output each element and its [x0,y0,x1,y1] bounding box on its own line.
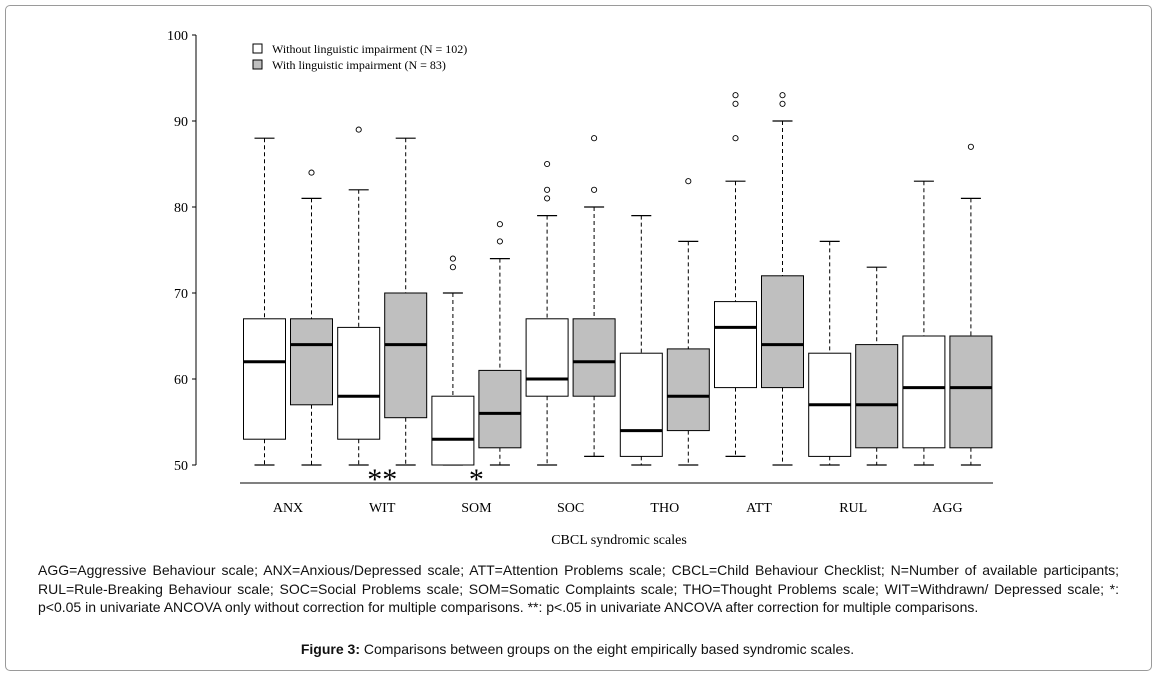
box-rul-series-1 [808,240,852,466]
iqr-box [855,344,899,449]
outlier-point [355,126,362,133]
box-som-series-2 [478,221,522,466]
outlier-point [591,186,598,193]
box-soc-series-1 [525,160,569,466]
x-tick-label: RUL [839,501,867,516]
box-att-series-1 [714,92,757,457]
iqr-box [714,301,757,389]
box-wit-series-2 [384,137,428,466]
box-anx-series-2 [290,169,333,466]
figure-caption-text: Comparisons between groups on the eight … [359,641,855,657]
outlier-point [779,100,786,107]
box-rul-series-2 [855,266,899,466]
iqr-box [666,348,710,432]
significance-marker: ** [367,463,397,496]
iqr-box [337,326,381,440]
outlier-point [732,100,739,107]
iqr-box [572,318,616,397]
iqr-box [384,292,428,419]
iqr-box [478,369,522,449]
legend-label: With linguistic impairment (N = 83) [272,58,446,72]
chart-legend: Without linguistic impairment (N = 102) W… [252,42,467,72]
iqr-box [431,395,475,466]
chart-axes: 50 60 70 80 90 100 ANX WIT SOM SOC THO ATT RUL AGG [167,29,993,516]
iqr-box [290,318,333,406]
outlier-point [496,238,503,245]
figure-label: Figure 3: [300,641,360,657]
box-tho-series-1 [619,215,663,466]
figure-caption: Figure 3: Comparisons between groups on … [0,641,1155,657]
x-tick-label: ATT [746,501,772,516]
box-anx-series-1 [243,137,286,466]
figure-abbreviation-note: AGG=Aggressive Behaviour scale; ANX=Anxi… [38,562,1119,615]
outlier-point [544,195,551,202]
box-som-series-1 [431,255,475,466]
iqr-box [902,335,946,449]
y-tick-label: 50 [174,459,188,474]
y-tick-label: 80 [174,201,188,216]
x-tick-label: SOC [557,501,584,516]
iqr-box [619,352,663,457]
legend-swatch [252,59,263,70]
outlier-point [544,160,551,168]
significance-marker: * [469,463,484,496]
y-tick-label: 70 [174,287,188,302]
iqr-box [243,318,286,440]
outlier-point [967,143,974,150]
box-agg-series-1 [902,180,946,466]
outlier-point [449,264,456,271]
box-agg-series-2 [949,143,993,466]
outlier-point [544,186,551,193]
box-soc-series-2 [572,135,616,457]
y-tick-label: 60 [174,373,188,388]
legend-label: Without linguistic impairment (N = 102) [272,42,467,56]
x-tick-label: ANX [273,501,303,516]
y-tick-label: 100 [167,29,188,44]
outlier-point [591,135,598,142]
x-tick-label: SOM [461,501,492,516]
outlier-point [308,169,315,176]
y-tick-label: 90 [174,115,188,130]
legend-swatch [252,43,263,54]
box-tho-series-2 [666,178,710,466]
outlier-point [732,92,739,99]
x-tick-label: WIT [369,501,396,516]
x-tick-label: AGG [932,501,962,516]
outlier-point [685,178,692,185]
iqr-box [949,335,993,449]
box-att-series-2 [761,92,804,466]
box-wit-series-1 [337,126,381,466]
outlier-point [779,92,786,99]
chart-boxes: ** * [243,92,993,496]
outlier-point [449,255,456,262]
x-axis-label: CBCL syndromic scales [551,533,687,548]
outlier-point [732,135,739,142]
outlier-point [496,221,503,228]
iqr-box [761,275,804,389]
iqr-box [525,318,569,397]
x-tick-label: THO [650,501,679,516]
